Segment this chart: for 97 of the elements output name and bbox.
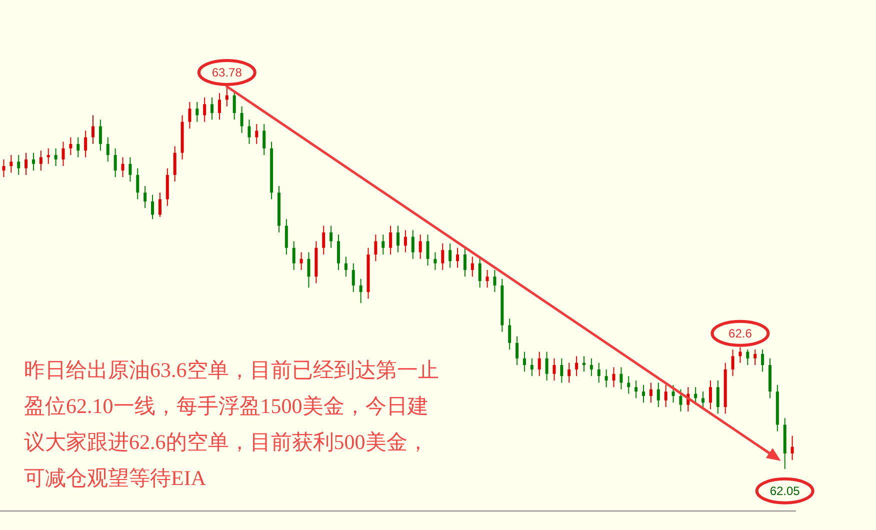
candlestick [708,380,712,410]
candlestick [470,256,474,278]
candlestick [173,146,176,182]
candlestick [232,90,236,120]
candlestick [552,358,556,382]
candlestick [98,119,102,152]
candlestick [255,124,258,144]
candlestick [679,388,682,412]
candlestick [69,136,72,156]
candlestick [300,252,303,270]
candlestick [359,278,362,304]
candlestick [322,225,326,255]
candlestick [411,230,414,260]
candlestick [382,234,385,255]
candlestick [575,356,578,377]
candlestick [508,318,512,350]
candlestick [716,380,720,414]
candlestick [389,225,392,255]
candlestick [746,349,750,366]
candlestick [352,262,355,293]
candlestick [151,194,154,220]
candlestick [448,242,452,268]
candlestick [196,101,199,122]
candlestick [761,349,764,372]
candlestick [330,225,333,248]
candlestick [634,380,638,399]
candlestick [225,86,228,107]
candlestick [612,366,616,388]
candlestick [10,154,13,174]
candlestick [478,256,482,288]
candlestick [344,256,348,278]
candlestick [307,252,310,288]
candlestick [516,336,519,366]
candlestick [754,349,757,366]
annotation: 62.05 [770,484,800,498]
candlestick [54,148,58,167]
candlestick [426,234,430,266]
candlestick [463,247,466,278]
candlestick [456,247,460,268]
candlestick [144,185,147,209]
candlestick [590,358,593,377]
candlestick [396,225,400,253]
candlestick [106,136,110,162]
candlestick [702,391,705,410]
candlestick [136,168,140,200]
candlestick [672,384,675,404]
candlestick [292,240,296,270]
candlestick [627,376,630,394]
candlestick [262,124,266,156]
candlestick [642,384,646,404]
candlestick [486,269,489,288]
candlestick [84,130,88,158]
candlestick [538,351,541,377]
candlestick [39,150,42,171]
candlestick [664,384,668,408]
candlestick [92,114,95,144]
candlestick [24,152,28,176]
candlestick [203,97,206,122]
candlestick [731,349,734,377]
annotation: 63.78 [212,65,242,80]
candlestick [656,382,660,408]
candlestick [545,351,548,382]
candlestick [522,351,526,372]
candlestick [568,362,571,384]
candlestick [17,154,20,176]
candlestick [337,234,340,270]
candlestick [210,97,214,120]
candlestick [240,106,244,134]
candlestick [694,386,698,406]
candlestick [2,158,6,178]
candlestick [441,242,444,270]
candlestick [121,156,124,178]
candlestick [418,234,422,260]
candlestick [374,234,378,262]
candlestick [404,230,407,253]
candlestick [284,218,288,255]
candlestick [738,346,742,364]
candlestick [604,368,608,388]
candlestick [620,366,623,390]
candlestick [76,136,80,158]
annotation: 62.6 [728,326,752,340]
candlestick [62,141,65,167]
candlestick [530,358,534,377]
candlestick [560,358,564,384]
candlestick [32,152,35,171]
candlestick [218,92,221,120]
candlestick [188,101,192,129]
candlestick [248,119,251,144]
candlestick [114,148,117,178]
annotation: 昨日给出原油63.6空单，目前已经到达第一止盈位62.10一线，每手浮盈1500美金，今日建议大家跟进62.6的空单，目前获利500美金，可减仓观望等待EIA [24,357,440,492]
candlestick [649,382,652,404]
candlestick [493,269,496,293]
candlestick [597,362,600,384]
candlestick [158,192,162,218]
candlestick [128,156,132,182]
candlestick [790,435,794,461]
candlestick [434,252,437,270]
